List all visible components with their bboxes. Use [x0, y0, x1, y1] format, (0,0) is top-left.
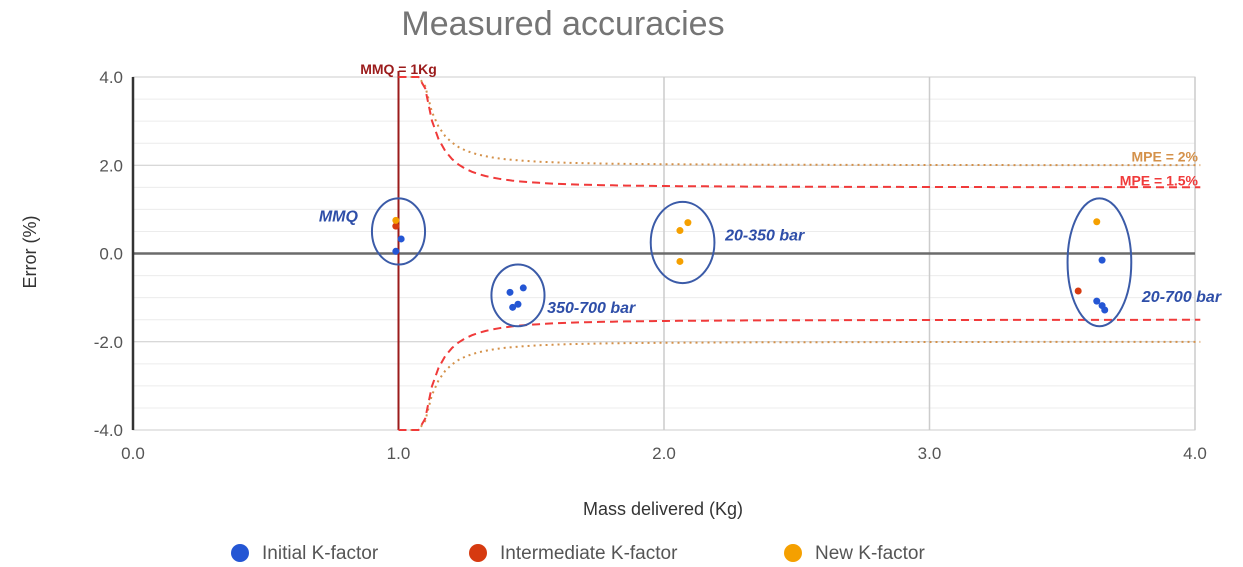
group-annotation-label: 20-700 bar	[1141, 289, 1222, 306]
legend-label: New K-factor	[815, 543, 925, 564]
group-ellipse	[649, 200, 716, 285]
group-ellipse	[490, 263, 546, 328]
data-point	[392, 247, 400, 255]
data-point	[392, 216, 400, 224]
x-axis-label: Mass delivered (Kg)	[583, 499, 743, 519]
annotations-layer: MMQ 350-700 bar 20-350 bar 20-700 bar	[319, 197, 1222, 328]
data-point	[392, 222, 400, 230]
legend-swatch	[469, 544, 487, 562]
legend-item: New K-factor	[784, 543, 925, 564]
data-point	[1074, 287, 1082, 295]
y-tick-label: 2.0	[99, 156, 123, 175]
data-point	[676, 227, 684, 235]
data-point	[519, 284, 527, 292]
legend: Initial K-factor Intermediate K-factor New…	[231, 543, 925, 564]
x-tick-label: 2.0	[652, 444, 676, 463]
grid-layer	[131, 76, 1196, 431]
points-layer	[392, 216, 1109, 314]
data-point	[684, 219, 692, 227]
legend-swatch	[784, 544, 802, 562]
reference-lines-layer: MMQ = 1Kg MPE = 2% MPE = 1.5%	[360, 61, 1201, 431]
y-tick-label: -2.0	[94, 333, 123, 352]
x-tick-label: 1.0	[387, 444, 411, 463]
legend-swatch	[231, 544, 249, 562]
data-point	[676, 257, 684, 265]
mpe-lower-limit-line	[398, 318, 1201, 431]
group-annotation-label: 20-350 bar	[724, 227, 805, 244]
mmq-line-label: MMQ = 1Kg	[360, 61, 437, 77]
legend-label: Initial K-factor	[262, 543, 379, 564]
group-annotation-label: MMQ	[319, 209, 359, 226]
y-axis-label: Error (%)	[20, 216, 40, 289]
y-tick-label: 0.0	[99, 245, 123, 264]
x-tick-label: 4.0	[1183, 444, 1207, 463]
mpe-upper-limit-line	[398, 76, 1201, 189]
x-tick-label: 0.0	[121, 444, 145, 463]
tick-labels-layer: 0.0 1.0 2.0 3.0 4.0 4.0 2.0 0.0 -2.0 -4.0	[94, 68, 1207, 463]
legend-item: Intermediate K-factor	[469, 543, 678, 564]
data-point	[1101, 306, 1109, 314]
mpe-upper-limit-line	[398, 76, 1201, 167]
data-point	[514, 300, 522, 308]
x-tick-label: 3.0	[918, 444, 942, 463]
data-point	[1098, 256, 1106, 264]
data-point	[506, 288, 514, 296]
group-ellipse	[1066, 197, 1133, 328]
group-annotation-label: 350-700 bar	[547, 300, 636, 317]
group-ellipse	[370, 197, 427, 266]
mpe-label: MPE = 1.5%	[1120, 172, 1199, 188]
mpe-label: MPE = 2%	[1131, 148, 1198, 164]
data-point	[397, 235, 405, 243]
legend-item: Initial K-factor	[231, 543, 379, 564]
y-tick-label: 4.0	[99, 68, 123, 87]
y-tick-label: -4.0	[94, 421, 123, 440]
data-point	[1093, 297, 1101, 305]
legend-label: Intermediate K-factor	[500, 543, 678, 564]
data-point	[509, 303, 517, 311]
mpe-lower-limit-line	[398, 340, 1201, 431]
chart-title: Measured accuracies	[401, 5, 724, 43]
data-point	[1093, 218, 1101, 226]
